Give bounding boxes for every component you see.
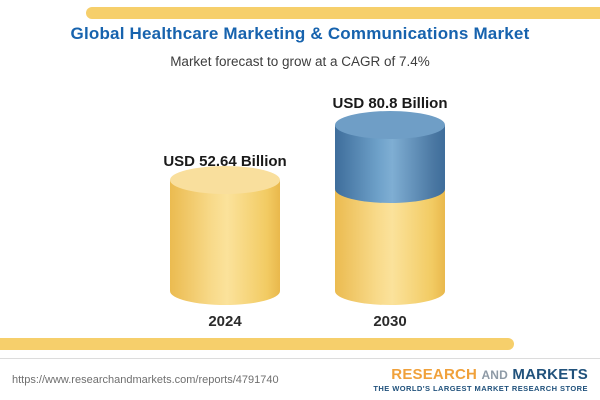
research-and-markets-logo: RESEARCH AND MARKETS THE WORLD'S LARGEST… — [373, 366, 588, 394]
chart-title: Global Healthcare Marketing & Communicat… — [70, 24, 530, 43]
bar-2024-cylinder-top — [170, 166, 280, 194]
bar-2024-cylinder — [170, 180, 280, 305]
logo-wordmark: RESEARCH AND MARKETS — [373, 366, 588, 383]
logo-tagline: THE WORLD'S LARGEST MARKET RESEARCH STOR… — [373, 383, 588, 393]
bar-chart: USD 52.64 Billion USD 80.8 Billion 2024 … — [0, 75, 600, 337]
footer: https://www.researchandmarkets.com/repor… — [0, 358, 600, 400]
report-url: https://www.researchandmarkets.com/repor… — [12, 373, 279, 386]
top-accent-bar — [86, 7, 600, 19]
bar-2030-cylinder-top — [335, 111, 445, 139]
category-label-2024: 2024 — [208, 313, 242, 330]
logo-word-markets: MARKETS — [512, 365, 588, 383]
bar-2030-cylinder-base-segment — [335, 189, 445, 305]
logo-word-and: AND — [481, 367, 509, 382]
chart-header: Global Healthcare Marketing & Communicat… — [0, 0, 600, 69]
category-label-2030: 2030 — [373, 313, 407, 330]
value-label-2030: USD 80.8 Billion — [332, 95, 448, 112]
logo-word-research: RESEARCH — [391, 365, 478, 383]
value-label-2024: USD 52.64 Billion — [163, 153, 287, 170]
bottom-accent-bar — [0, 338, 514, 350]
chart-subtitle: Market forecast to grow at a CAGR of 7.4… — [170, 54, 430, 69]
